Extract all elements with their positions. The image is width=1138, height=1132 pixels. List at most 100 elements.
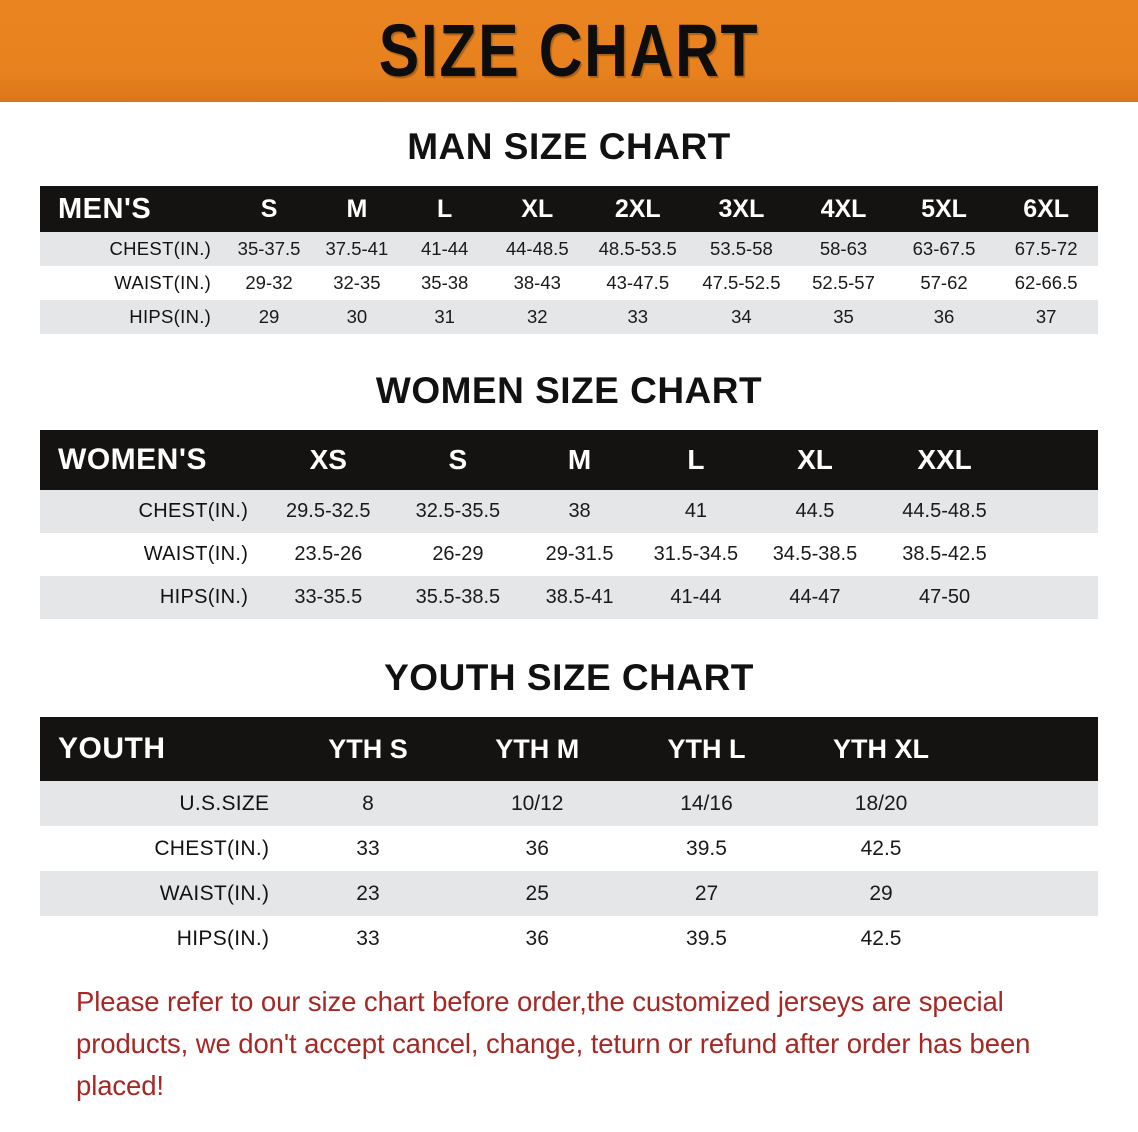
- cell-spacer: [1013, 533, 1098, 576]
- cell: 14/16: [680, 791, 733, 815]
- cell: 38.5-42.5: [902, 543, 987, 565]
- cell: 48.5-53.5: [598, 238, 677, 259]
- cell: 31.5-34.5: [653, 543, 739, 565]
- women-section-title: WOMEN SIZE CHART: [375, 370, 763, 411]
- cell: 38: [568, 500, 591, 522]
- disclaimer-text: Please refer to our size chart before or…: [76, 986, 1031, 1101]
- cell: 18/20: [854, 791, 908, 815]
- cell: 10/12: [510, 791, 564, 815]
- table-row: U.S.SIZE 8 10/12 14/16 18/20: [40, 781, 1098, 826]
- cell: 38-43: [513, 272, 561, 293]
- cell: 44-47: [789, 586, 841, 608]
- cell: 33-35.5: [294, 586, 363, 608]
- cell: 35-38: [421, 272, 469, 293]
- row-label: WAIST(IN.): [143, 543, 249, 565]
- table-row: CHEST(IN.) 35-37.5 37.5-41 41-44 44-48.5…: [40, 232, 1098, 266]
- cell: 47.5-52.5: [702, 272, 781, 293]
- cell: 52.5-57: [812, 272, 875, 293]
- table-row: CHEST(IN.) 33 36 39.5 42.5: [40, 826, 1098, 871]
- row-label: HIPS(IN.): [159, 586, 249, 608]
- youth-header-spacer: [971, 717, 1098, 781]
- row-label: U.S.SIZE: [179, 791, 270, 815]
- cell: 36: [525, 836, 549, 860]
- man-col-header: 6XL: [1023, 194, 1070, 223]
- table-row: HIPS(IN.) 29 30 31 32 33 34 35 36 37: [40, 300, 1098, 334]
- women-header-spacer: [1013, 430, 1098, 490]
- cell: 62-66.5: [1014, 272, 1078, 293]
- man-section-title: MAN SIZE CHART: [407, 126, 731, 167]
- cell-spacer: [971, 871, 1098, 916]
- youth-size-table: YOUTH YTH S YTH M YTH L YTH XL U.S.SIZE …: [40, 717, 1098, 961]
- banner-title: SIZE CHART: [378, 9, 760, 92]
- cell: 41-44: [670, 586, 722, 608]
- cell: 36: [933, 306, 955, 327]
- women-col-header: XXL: [917, 444, 972, 475]
- cell: 37: [1035, 306, 1057, 327]
- man-col-header: L: [437, 194, 453, 223]
- cell-spacer: [971, 916, 1098, 961]
- women-table-header-row: WOMEN'S XS S M L XL XXL: [40, 430, 1098, 490]
- page-banner: SIZE CHART: [0, 0, 1138, 102]
- cell: 29: [869, 881, 893, 905]
- cell: 41-44: [421, 238, 469, 259]
- cell: 8: [362, 791, 374, 815]
- cell-spacer: [971, 826, 1098, 871]
- youth-col-header: YTH L: [667, 733, 746, 764]
- cell: 23.5-26: [294, 543, 363, 565]
- row-label: HIPS(IN.): [176, 926, 270, 950]
- cell: 42.5: [860, 926, 902, 950]
- man-size-table: MEN'S S M L XL 2XL 3XL 4XL 5XL 6XL CHEST…: [40, 186, 1098, 334]
- cell: 26-29: [432, 543, 484, 565]
- women-size-table: WOMEN'S XS S M L XL XXL CHEST(IN.) 29.5-…: [40, 430, 1098, 619]
- cell: 32-35: [333, 272, 381, 293]
- cell: 29: [258, 306, 280, 327]
- cell: 36: [525, 926, 549, 950]
- man-col-header: 4XL: [820, 194, 867, 223]
- cell: 44-48.5: [505, 238, 569, 259]
- cell: 35: [833, 306, 854, 327]
- cell: 44.5: [795, 500, 835, 522]
- cell: 37.5-41: [325, 238, 389, 259]
- cell: 38.5-41: [545, 586, 614, 608]
- chart-content: MAN SIZE CHART MEN'S S M L XL 2XL 3XL 4X…: [0, 102, 1138, 1132]
- cell: 27: [694, 881, 719, 905]
- cell: 58-63: [819, 238, 868, 259]
- youth-section-title: YOUTH SIZE CHART: [384, 657, 754, 698]
- table-row: HIPS(IN.) 33-35.5 35.5-38.5 38.5-41 41-4…: [40, 576, 1098, 619]
- cell: 35-37.5: [237, 238, 301, 259]
- man-header-label: MEN'S: [58, 192, 152, 225]
- row-label: HIPS(IN.): [129, 306, 212, 327]
- cell-spacer: [1013, 490, 1098, 533]
- table-row: WAIST(IN.) 29-32 32-35 35-38 38-43 43-47…: [40, 266, 1098, 300]
- women-col-header: XS: [309, 444, 347, 475]
- women-col-header: S: [448, 444, 468, 475]
- cell: 31: [434, 306, 455, 327]
- row-label: CHEST(IN.): [109, 238, 212, 259]
- man-col-header: 5XL: [921, 194, 967, 223]
- cell: 39.5: [686, 836, 727, 860]
- cell: 34: [731, 306, 752, 327]
- man-table-header-row: MEN'S S M L XL 2XL 3XL 4XL 5XL 6XL: [40, 186, 1098, 232]
- man-col-header: XL: [521, 194, 554, 223]
- youth-header-label: YOUTH: [58, 732, 166, 765]
- cell: 33: [627, 306, 649, 327]
- cell: 32: [526, 306, 548, 327]
- row-label: WAIST(IN.): [114, 272, 212, 293]
- table-row: WAIST(IN.) 23 25 27 29: [40, 871, 1098, 916]
- cell: 57-62: [920, 272, 968, 293]
- row-label: CHEST(IN.): [138, 500, 249, 522]
- table-row: WAIST(IN.) 23.5-26 26-29 29-31.5 31.5-34…: [40, 533, 1098, 576]
- row-label: WAIST(IN.): [159, 881, 270, 905]
- youth-table-header-row: YOUTH YTH S YTH M YTH L YTH XL: [40, 717, 1098, 781]
- cell: 47-50: [918, 586, 971, 608]
- cell: 35.5-38.5: [415, 586, 501, 608]
- cell: 39.5: [686, 926, 727, 950]
- cell: 42.5: [860, 836, 902, 860]
- table-row: HIPS(IN.) 33 36 39.5 42.5: [40, 916, 1098, 961]
- youth-col-header: YTH M: [495, 733, 580, 764]
- youth-col-header: YTH XL: [833, 733, 930, 764]
- row-label: CHEST(IN.): [154, 836, 270, 860]
- cell: 23: [356, 881, 380, 905]
- cell: 29.5-32.5: [286, 500, 371, 522]
